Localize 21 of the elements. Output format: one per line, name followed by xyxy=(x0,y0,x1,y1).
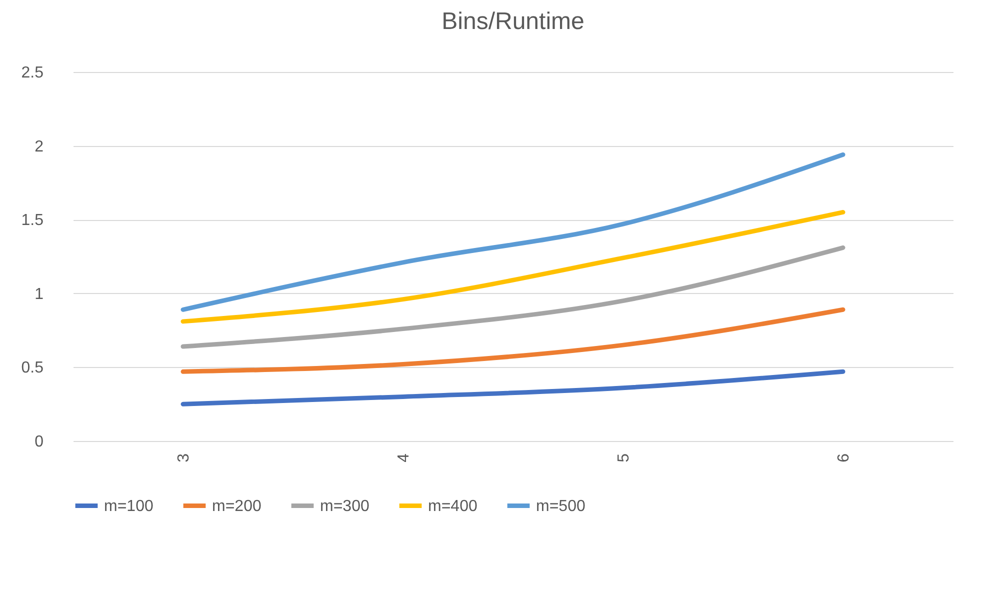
legend-label: m=100 xyxy=(104,498,154,515)
chart-title: Bins/Runtime xyxy=(442,8,584,35)
x-tick-label: 6 xyxy=(836,453,852,462)
line-series xyxy=(180,369,846,406)
line-series xyxy=(180,307,846,374)
x-tick-label: 4 xyxy=(396,453,412,462)
legend-label: m=200 xyxy=(212,498,262,515)
y-tick-label: 1.5 xyxy=(21,212,44,230)
line-series xyxy=(180,245,846,349)
line-series xyxy=(180,210,846,324)
x-tick-label: 3 xyxy=(176,453,192,462)
legend-label: m=500 xyxy=(536,498,586,515)
y-tick-label: 2 xyxy=(34,138,44,156)
y-tick-label: 0 xyxy=(34,434,44,450)
y-tick-label: 2.5 xyxy=(21,64,44,82)
line-series xyxy=(180,152,846,312)
legend-label: m=300 xyxy=(320,498,370,515)
legend-label: m=400 xyxy=(428,498,478,515)
x-tick-label: 5 xyxy=(616,453,632,462)
y-tick-label: 1 xyxy=(34,286,44,303)
y-tick-label: 0.5 xyxy=(21,360,44,377)
